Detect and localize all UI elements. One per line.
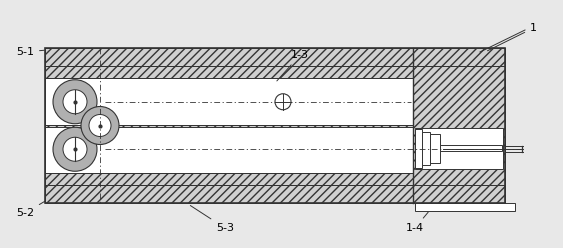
- Ellipse shape: [63, 90, 87, 114]
- Circle shape: [275, 94, 291, 110]
- Ellipse shape: [89, 115, 111, 136]
- Bar: [45, 66, 413, 78]
- Bar: [413, 48, 505, 66]
- Bar: [45, 124, 413, 126]
- Ellipse shape: [53, 127, 97, 171]
- Bar: [422, 131, 430, 165]
- Bar: [45, 185, 413, 203]
- Bar: [440, 145, 502, 151]
- Text: 1: 1: [488, 23, 537, 51]
- Bar: [415, 203, 515, 211]
- Text: 1-4: 1-4: [406, 212, 428, 233]
- Bar: [430, 133, 440, 163]
- Text: 1-3: 1-3: [277, 50, 309, 81]
- Bar: [45, 126, 413, 173]
- Bar: [45, 48, 413, 66]
- Text: 5-2: 5-2: [16, 201, 44, 218]
- Text: 5-1: 5-1: [16, 47, 44, 57]
- Bar: [415, 127, 503, 169]
- Bar: [45, 78, 413, 124]
- Ellipse shape: [53, 80, 97, 124]
- Bar: [415, 128, 422, 168]
- Ellipse shape: [81, 106, 119, 145]
- Bar: [413, 185, 505, 203]
- Ellipse shape: [63, 137, 87, 161]
- Bar: [45, 173, 413, 185]
- Bar: [413, 66, 505, 185]
- Text: 5-3: 5-3: [190, 206, 234, 233]
- Bar: [45, 48, 505, 203]
